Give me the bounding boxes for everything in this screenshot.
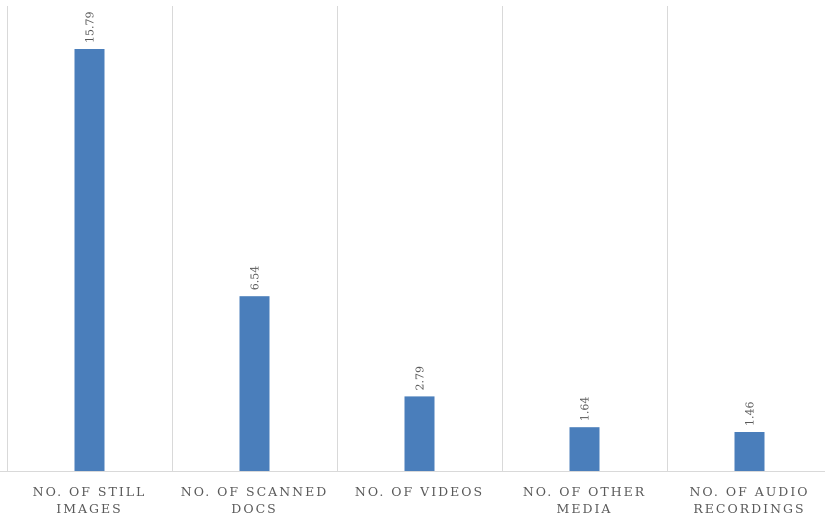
data-labels: 15.79 6.54 2.79 1.64 1.46 xyxy=(84,12,757,426)
data-label: 1.64 xyxy=(579,397,592,422)
x-tick-label: DOCS xyxy=(231,501,277,516)
x-tick-label: RECORDINGS xyxy=(693,501,805,516)
data-label: 6.54 xyxy=(249,266,262,291)
bar xyxy=(734,432,765,471)
bar xyxy=(569,427,600,471)
x-tick-label: NO. OF VIDEOS xyxy=(355,484,484,499)
bar xyxy=(239,296,270,471)
bar-series xyxy=(74,49,765,471)
x-tick-label: NO. OF AUDIO xyxy=(689,484,809,499)
data-label: 2.79 xyxy=(414,366,427,391)
bar xyxy=(404,396,435,471)
data-label: 15.79 xyxy=(84,12,97,44)
data-label: 1.46 xyxy=(744,401,757,426)
x-tick-label: NO. OF SCANNED xyxy=(181,484,328,499)
x-tick-label: MEDIA xyxy=(557,501,613,516)
x-axis-tick-labels: NO. OF STILL IMAGES NO. OF SCANNED DOCS NO. … xyxy=(33,484,809,516)
bar xyxy=(74,49,105,471)
x-tick-label: NO. OF OTHER xyxy=(523,484,646,499)
category-separators xyxy=(7,6,668,471)
x-tick-label: NO. OF STILL xyxy=(33,484,147,499)
x-tick-label: IMAGES xyxy=(56,501,122,516)
